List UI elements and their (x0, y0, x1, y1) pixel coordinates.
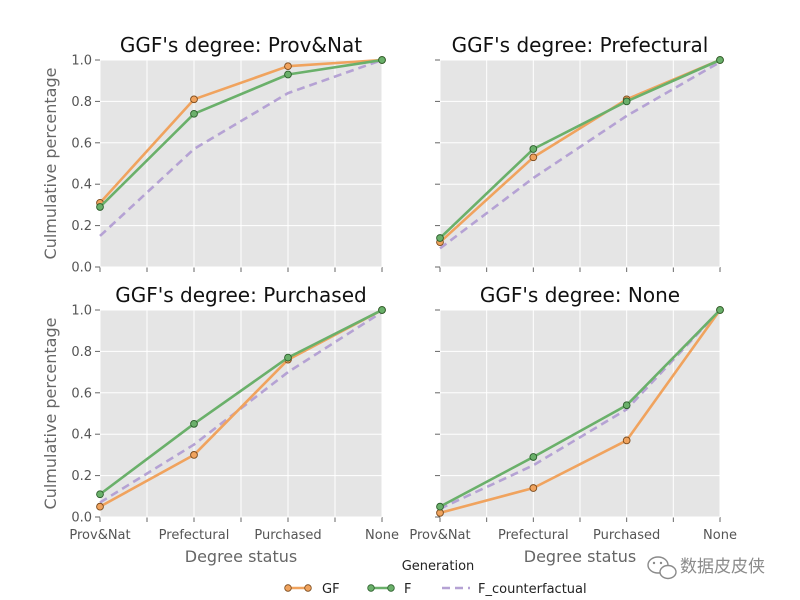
data-point-gf (529, 153, 538, 162)
legend-entry-f-counterfactual: F_counterfactual (442, 582, 587, 597)
series-line-f-counterfactual (439, 60, 721, 250)
data-point-f (529, 453, 538, 461)
series-line-gf (99, 58, 383, 204)
panel-title: GGF's degree: Prov&Nat (120, 33, 362, 57)
legend-marker-f (387, 584, 395, 592)
series-line-f (439, 309, 721, 508)
y-tick-label: 0.6 (71, 386, 92, 401)
y-tick-label: 0.0 (71, 261, 92, 276)
x-tick-label: Prefectural (159, 528, 230, 543)
panel-title: GGF's degree: None (480, 283, 680, 307)
panel-1: 0.0 0.2 0.4 0.6 0.8 1.0 GGF's degree: Prov&Nat… (41, 33, 386, 276)
y-tick-label: 0.4 (71, 178, 92, 193)
series-line-f (99, 58, 383, 208)
data-point-f (716, 56, 724, 64)
data-point-gf (284, 62, 292, 71)
legend-title: Generation (402, 559, 475, 574)
data-point-f (284, 353, 292, 362)
series-line-f-counterfactual (99, 58, 383, 237)
y-axis-label: Culmulative percentage (41, 68, 60, 260)
data-point-f (96, 203, 104, 211)
data-point-f (378, 306, 386, 314)
y-tick-label: 1.0 (71, 304, 92, 319)
data-point-f (436, 234, 444, 242)
y-tick-label: 0.8 (71, 95, 92, 110)
data-point-gf (190, 95, 198, 104)
data-point-f (529, 145, 538, 153)
legend-label-f: F (404, 582, 411, 597)
data-point-gf (96, 502, 104, 511)
panel-3: 0.0 0.2 0.4 0.6 0.8 1.0 Prov&Nat Prefectural Pur… (41, 283, 399, 566)
x-tick-label: None (703, 528, 737, 543)
wechat-icon (647, 556, 677, 580)
x-axis-label: Degree status (185, 547, 297, 566)
data-point-f (190, 109, 198, 118)
y-tick-label: 0.2 (71, 469, 92, 484)
y-tick-label: 1.0 (71, 54, 92, 69)
data-point-f (622, 401, 631, 410)
data-point-gf (190, 451, 198, 459)
data-point-f (96, 490, 104, 499)
series-line-gf (439, 309, 722, 515)
series-line-f (99, 308, 383, 496)
series-line-f-counterfactual (439, 309, 721, 510)
data-point-f (190, 420, 198, 428)
series-line-f (439, 58, 721, 239)
panel-title: GGF's degree: Purchased (115, 283, 366, 307)
data-point-gf (622, 436, 631, 445)
data-point-f (622, 97, 631, 106)
x-tick-label: Purchased (254, 528, 321, 543)
y-tick-label: 0.8 (71, 345, 92, 360)
panel-2: GGF's degree: Prefectural (435, 33, 724, 272)
panel-4: Prov&Nat Prefectural Purchased None GGF's de… (409, 283, 737, 566)
panels: 0.0 0.2 0.4 0.6 0.8 1.0 GGF's degree: Prov&Nat… (41, 33, 737, 566)
watermark-text: 数据皮皮侠 (680, 557, 765, 577)
legend: Generation GF F F_counterfactual (284, 559, 587, 597)
legend-entry-f: F (367, 582, 411, 597)
y-tick-label: 0.6 (71, 136, 92, 151)
watermark: 数据皮皮侠 (647, 556, 765, 580)
legend-label-f-counterfactual: F_counterfactual (478, 582, 587, 597)
data-point-f (436, 502, 444, 511)
data-point-f (284, 70, 292, 79)
legend-marker-f (367, 584, 375, 592)
legend-marker-gf (304, 584, 312, 592)
data-point-f (716, 306, 724, 314)
x-tick-label: None (365, 528, 399, 543)
x-axis-label: Degree status (524, 547, 636, 566)
panel-title: GGF's degree: Prefectural (452, 33, 709, 57)
x-tick-label: Prov&Nat (69, 528, 130, 543)
legend-marker-gf (284, 584, 292, 592)
legend-entry-gf: GF (284, 582, 340, 597)
legend-label-gf: GF (322, 582, 340, 597)
data-point-gf (529, 484, 538, 492)
y-axis-label: Culmulative percentage (41, 318, 60, 510)
y-tick-label: 0.2 (71, 219, 92, 234)
y-tick-label: 0.0 (71, 511, 92, 526)
x-tick-label: Purchased (593, 528, 660, 543)
x-tick-label: Prefectural (498, 528, 569, 543)
data-point-f (378, 56, 386, 64)
x-tick-label: Prov&Nat (409, 528, 470, 543)
y-tick-label: 0.4 (71, 428, 92, 443)
